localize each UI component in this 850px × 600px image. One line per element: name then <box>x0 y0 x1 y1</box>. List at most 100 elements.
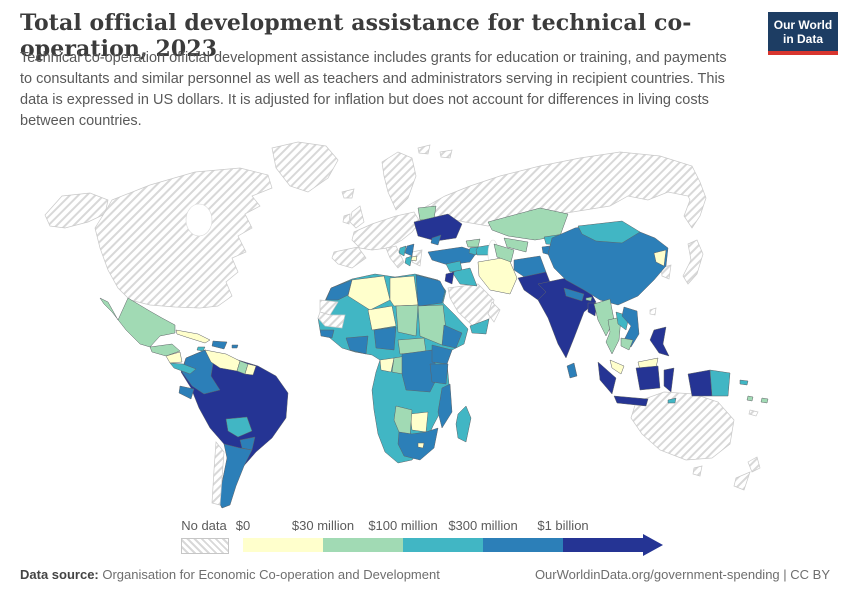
map-region[interactable] <box>149 343 181 357</box>
map-region[interactable] <box>597 361 617 395</box>
map-region[interactable] <box>613 395 649 407</box>
map-region[interactable] <box>609 359 625 375</box>
map-region[interactable] <box>231 344 239 349</box>
map-region[interactable] <box>649 326 670 357</box>
map-region[interactable] <box>441 324 463 349</box>
legend-tick: $100 million <box>368 518 438 533</box>
map-region[interactable] <box>748 409 759 417</box>
map-region[interactable] <box>169 362 197 375</box>
map-region[interactable] <box>398 245 407 257</box>
map-region[interactable] <box>99 297 176 348</box>
map-region[interactable] <box>395 304 419 337</box>
legend-tick: $0 <box>235 518 251 533</box>
map-region[interactable] <box>739 379 749 386</box>
map-region[interactable] <box>566 362 578 379</box>
map-region[interactable] <box>417 442 425 449</box>
map-region[interactable] <box>649 307 657 316</box>
map-region[interactable] <box>410 255 418 262</box>
legend-no-data-swatch[interactable] <box>181 538 229 554</box>
map-region[interactable] <box>692 465 703 477</box>
map-region[interactable] <box>244 363 257 376</box>
map-region[interactable] <box>225 416 253 438</box>
map-region[interactable] <box>385 245 405 269</box>
legend-swatch-bin1[interactable] <box>243 538 323 552</box>
map-region[interactable] <box>503 237 529 253</box>
map-region[interactable] <box>475 244 491 256</box>
map-region[interactable] <box>373 326 397 351</box>
map-region[interactable] <box>487 301 501 323</box>
map-region[interactable] <box>760 397 769 404</box>
map-region[interactable] <box>341 188 355 199</box>
map-region[interactable] <box>427 246 478 266</box>
legend-swatch-bin2[interactable] <box>323 538 403 552</box>
legend-swatch-bin4[interactable] <box>483 538 563 552</box>
map-region[interactable] <box>577 220 641 244</box>
legend-tick: $30 million <box>291 518 355 533</box>
map-region[interactable] <box>437 383 453 429</box>
map-region[interactable] <box>345 335 369 355</box>
owid-logo[interactable]: Our World in Data <box>768 12 838 55</box>
map-region[interactable] <box>342 213 351 225</box>
map-region[interactable] <box>351 211 421 251</box>
world-choropleth-map[interactable] <box>0 128 850 520</box>
map-region[interactable] <box>493 243 515 263</box>
map-region[interactable] <box>94 167 273 309</box>
map-region[interactable] <box>682 239 704 285</box>
map-region[interactable] <box>325 279 353 301</box>
map-region[interactable] <box>413 213 463 242</box>
legend-tick: $300 million <box>448 518 518 533</box>
map-region[interactable] <box>381 151 417 211</box>
map-region[interactable] <box>667 397 677 404</box>
map-region[interactable] <box>465 238 481 248</box>
map-region[interactable] <box>477 256 518 295</box>
map-region[interactable] <box>747 456 761 473</box>
map-region[interactable] <box>178 385 195 400</box>
map-region[interactable] <box>746 395 754 402</box>
legend-swatch-bin3[interactable] <box>403 538 483 552</box>
map-region[interactable] <box>635 365 661 391</box>
map-region[interactable] <box>331 246 367 269</box>
map-region[interactable] <box>733 471 751 491</box>
map-region[interactable] <box>196 346 206 352</box>
map-region[interactable] <box>211 441 225 506</box>
map-region[interactable] <box>563 287 585 302</box>
map-region[interactable] <box>653 249 667 267</box>
map-region[interactable] <box>709 369 731 397</box>
credit-link[interactable]: OurWorldinData.org/government-spending |… <box>534 567 830 582</box>
map-region[interactable] <box>444 271 455 285</box>
hudson-bay <box>185 203 213 237</box>
map-region[interactable] <box>175 329 211 344</box>
map-region[interactable] <box>430 234 442 246</box>
data-source-label: Data source: <box>20 567 99 582</box>
map-region[interactable] <box>630 391 735 461</box>
map-region[interactable] <box>687 369 713 397</box>
map-region[interactable] <box>389 275 419 307</box>
map-region[interactable] <box>620 337 634 351</box>
map-region[interactable] <box>367 305 397 331</box>
map-region[interactable] <box>409 411 429 433</box>
map-region[interactable] <box>347 275 391 311</box>
legend-swatch-bin5[interactable] <box>563 538 643 552</box>
chart-subtitle: Technical co-operation official developm… <box>20 50 727 129</box>
map-region[interactable] <box>379 357 395 373</box>
map-region[interactable] <box>415 274 446 307</box>
map-region[interactable] <box>404 255 413 267</box>
map-region[interactable] <box>271 141 339 193</box>
map-region[interactable] <box>451 267 478 287</box>
map-region[interactable] <box>468 246 479 256</box>
map-region[interactable] <box>317 311 346 329</box>
map-region[interactable] <box>585 296 593 302</box>
map-region[interactable] <box>429 363 449 385</box>
data-source-value: Organisation for Economic Co-operation a… <box>98 567 440 582</box>
map-region[interactable] <box>349 205 365 229</box>
map-region[interactable] <box>165 351 183 364</box>
map-region[interactable] <box>469 318 490 335</box>
map-region[interactable] <box>217 443 253 509</box>
map-region[interactable] <box>319 329 335 339</box>
map-region[interactable] <box>211 340 228 350</box>
map-region[interactable] <box>417 144 431 155</box>
legend-no-data-label: No data <box>181 518 227 533</box>
map-region[interactable] <box>455 405 472 443</box>
map-region[interactable] <box>439 149 453 159</box>
map-region[interactable] <box>663 367 675 393</box>
